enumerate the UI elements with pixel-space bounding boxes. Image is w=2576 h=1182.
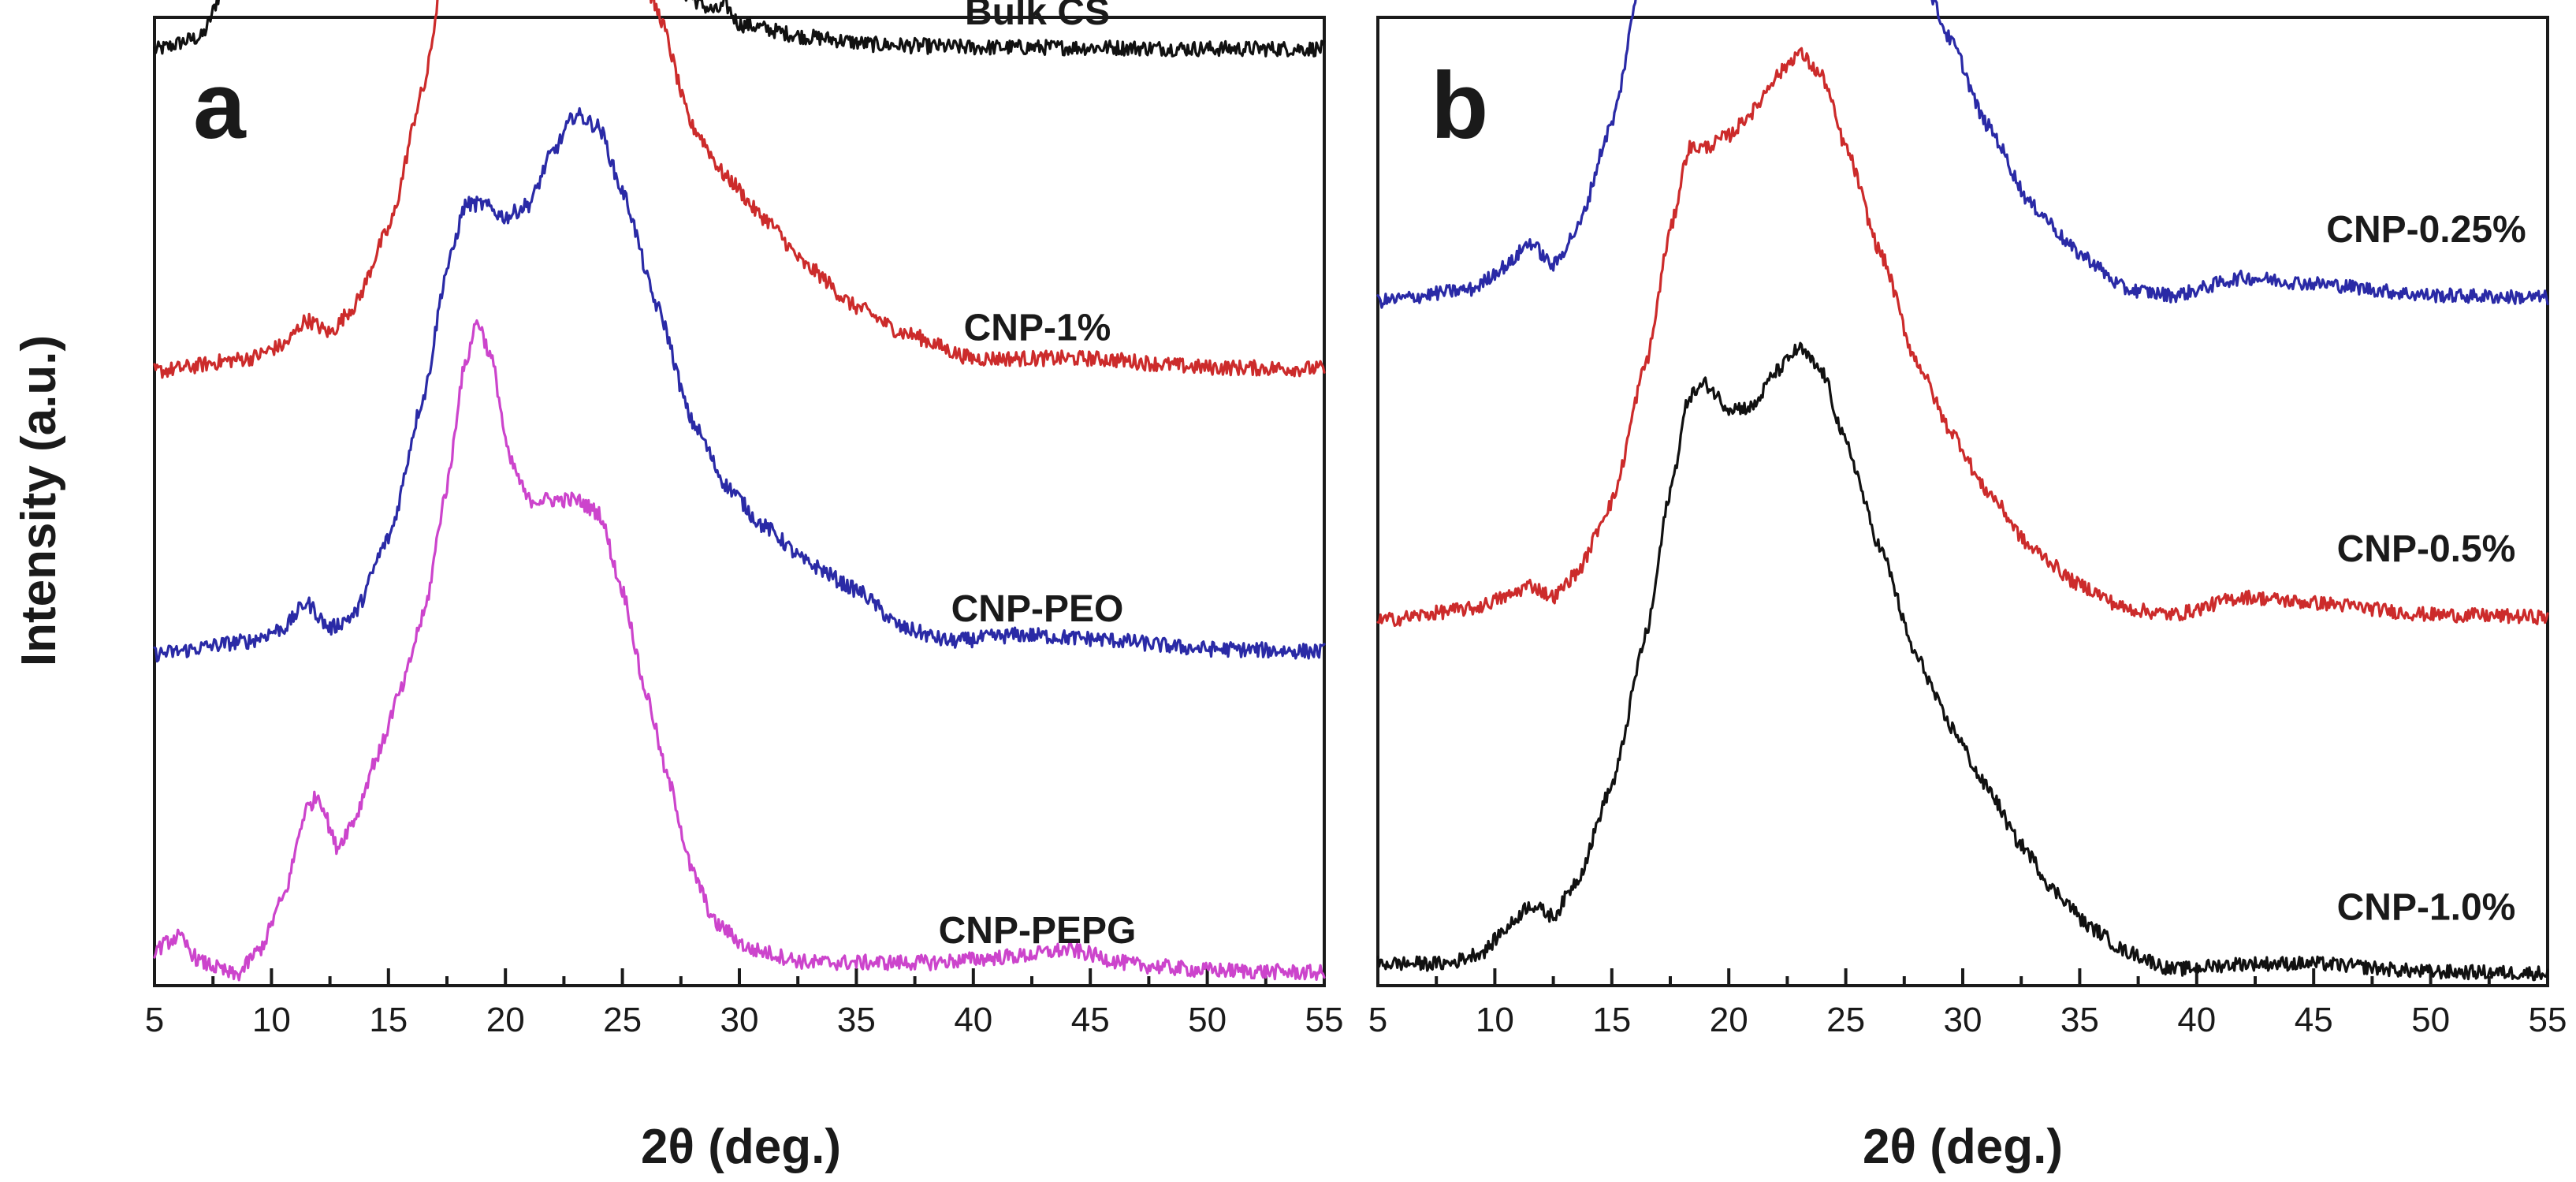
panel-b-x-tick-label: 45: [2295, 1001, 2333, 1039]
panel-a-series-label: Bulk CS: [965, 0, 1110, 33]
panel-a-x-tick-label: 55: [1305, 1001, 1344, 1039]
panel-a-x-tick-label: 40: [954, 1001, 992, 1039]
panel-b-x-tick-label: 15: [1592, 1001, 1631, 1039]
panel-b-x-tick-label: 10: [1476, 1001, 1514, 1039]
panel-a-x-tick-label: 20: [486, 1001, 525, 1039]
panel-a-x-tick-label: 45: [1071, 1001, 1110, 1039]
panel-a-x-tick-label: 35: [837, 1001, 876, 1039]
panel-a-x-tick-label: 5: [145, 1001, 164, 1039]
panel-a-x-tick-label: 15: [369, 1001, 408, 1039]
y-axis-title: Intensity (a.u.): [12, 335, 66, 666]
panel-b-letter: b: [1431, 53, 1488, 158]
panel-b-x-tick-label: 55: [2529, 1001, 2567, 1039]
panel-a-x-axis-title: 2θ (deg.): [641, 1120, 841, 1174]
panel-b-x-tick-label: 25: [1826, 1001, 1865, 1039]
panel-b-x-tick-label: 30: [1944, 1001, 1982, 1039]
panel-b-series-label: CNP-0.25%: [2326, 209, 2526, 251]
panel-b-trace-cnp-1-0-: [1376, 341, 2549, 982]
panel-a-trace-cnp-1-: [153, 0, 1326, 379]
panel-a-trace-cnp-pepg: [153, 319, 1326, 982]
panel-b-x-axis-title: 2θ (deg.): [1863, 1120, 2063, 1174]
panel-a-x-tick-label: 30: [720, 1001, 759, 1039]
panel-a-x-tick-label: 25: [603, 1001, 642, 1039]
panel-a-letter: a: [193, 53, 247, 158]
panel-b-trace-cnp-0-25-: [1376, 0, 2549, 309]
panel-b-x-tick-label: 20: [1710, 1001, 1748, 1039]
panel-b-x-tick-label: 35: [2060, 1001, 2099, 1039]
panel-b-plot-frame: [1376, 16, 2549, 987]
panel-b-x-tick-label: 5: [1368, 1001, 1387, 1039]
panel-b: b 2θ (deg.) 5 10 15 20 25 30 35 40 45 50 55 CNP-0.2…: [1368, 0, 2567, 1174]
panel-a-trace-cnp-peo: [153, 106, 1326, 663]
panel-a-series-label: CNP-PEO: [951, 588, 1124, 630]
panel-a-series-label: CNP-PEPG: [939, 910, 1137, 952]
panel-b-trace-cnp-0-5-: [1376, 47, 2549, 628]
panel-a-plot-frame: [153, 16, 1326, 987]
panel-a-x-tick-label: 50: [1188, 1001, 1227, 1039]
panel-b-series-label: CNP-1.0%: [2337, 887, 2516, 929]
panel-b-x-tick-label: 50: [2411, 1001, 2450, 1039]
panel-a: a 2θ (deg.) 5 10 15 20 25 30 35 40 45 50 55 Bulk CS…: [145, 0, 1344, 1174]
panel-b-x-tick-label: 40: [2177, 1001, 2216, 1039]
panel-b-series-label: CNP-0.5%: [2337, 528, 2516, 570]
panel-a-series-label: CNP-1%: [964, 308, 1111, 349]
panel-a-trace-bulk-cs: [153, 0, 1326, 58]
panel-a-x-tick-label: 10: [252, 1001, 291, 1039]
